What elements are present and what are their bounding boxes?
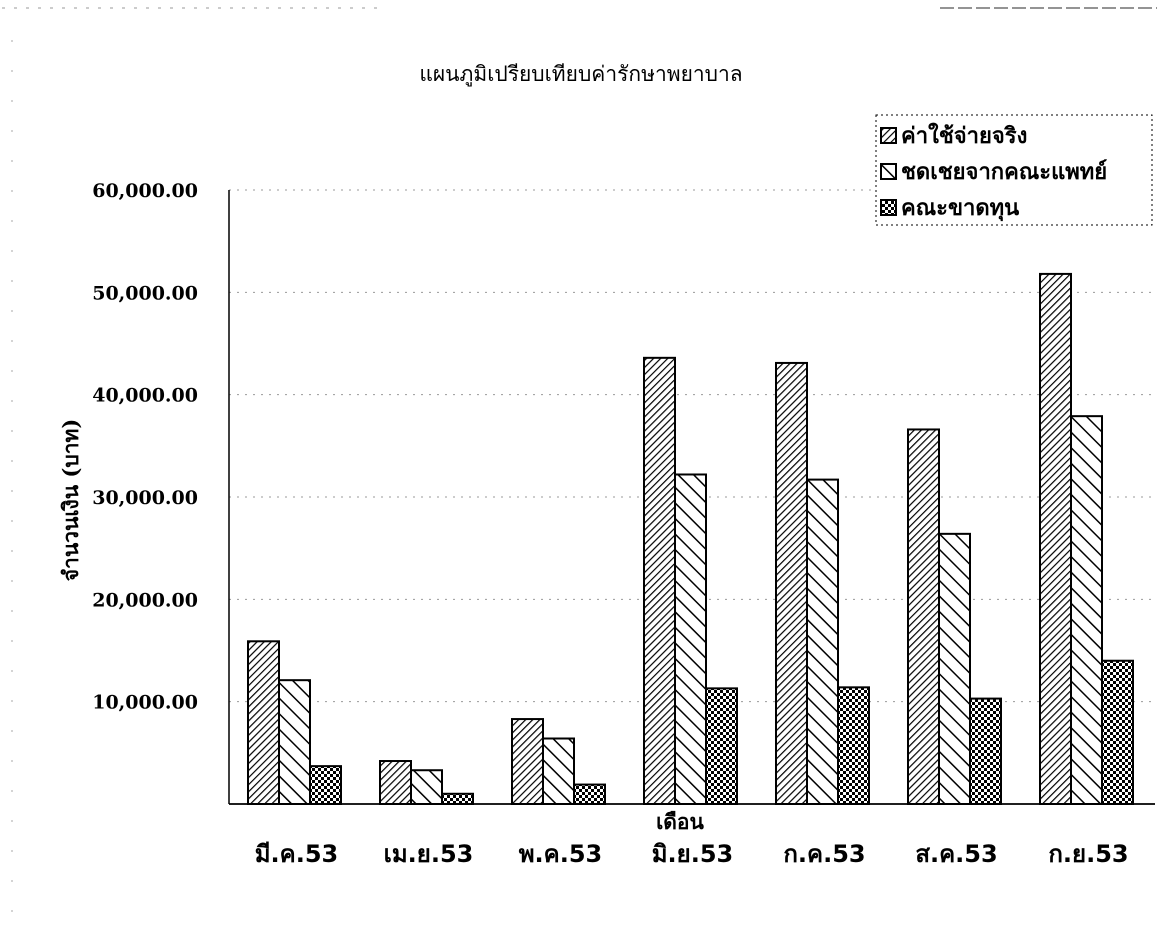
legend-label: ค่าใช้จ่ายจริง [901, 122, 1027, 149]
x-tick-label: ก.ค.53 [783, 840, 865, 868]
bar [441, 792, 474, 805]
y-tick-label: 20,000.00 [92, 589, 198, 611]
bar [705, 687, 738, 806]
x-tick-label: เม.ย.53 [384, 840, 474, 868]
x-tick-label: ส.ค.53 [915, 840, 997, 868]
bar [837, 686, 870, 806]
legend-label: คณะขาดทุน [901, 196, 1019, 222]
bar [278, 679, 311, 806]
legend-swatch [880, 199, 897, 216]
y-tick-label: 50,000.00 [92, 282, 198, 304]
bar [247, 640, 280, 805]
legend-box [875, 114, 1153, 226]
y-tick-label: 60,000.00 [92, 180, 198, 202]
bar [938, 532, 971, 806]
legend-swatch [880, 163, 897, 180]
legend-label: ชดเชยจากคณะแพทย์ [901, 159, 1107, 185]
bar [511, 718, 544, 806]
bars [247, 272, 1134, 806]
legend-swatch [880, 127, 897, 144]
x-axis-title: เดือน [656, 809, 704, 834]
bar [410, 769, 443, 805]
bar [907, 428, 940, 805]
y-tick-label: 30,000.00 [92, 487, 198, 509]
bar [643, 356, 676, 805]
y-tick-label: 10,000.00 [92, 692, 198, 714]
x-axis-ticks: มี.ค.53 เม.ย.53 พ.ค.53 มิ.ย.53 ก.ค.53 ส.ค.53 ก… [255, 840, 1129, 868]
y-axis-title: จำนวนเงิน (บาท) [58, 419, 83, 582]
bar [1101, 659, 1134, 805]
y-axis-ticks: 60,000.00 50,000.00 40,000.00 30,000.00 20,0… [92, 180, 198, 714]
bar [775, 361, 808, 805]
bar [1070, 415, 1103, 805]
bar [542, 737, 575, 805]
y-tick-label: 40,000.00 [92, 385, 198, 407]
bar [573, 783, 606, 805]
bar [674, 473, 707, 805]
bar [806, 478, 839, 805]
bar [1039, 272, 1072, 805]
chart-title: แผนภูมิเปรียบเทียบค่ารักษาพยาบาล [419, 62, 742, 87]
x-tick-label: มี.ค.53 [255, 840, 339, 868]
x-tick-label: มิ.ย.53 [652, 840, 734, 868]
bar [309, 765, 342, 805]
bar [969, 697, 1002, 806]
x-tick-label: พ.ค.53 [519, 840, 603, 868]
x-tick-label: ก.ย.53 [1048, 840, 1128, 868]
bar [379, 760, 412, 806]
